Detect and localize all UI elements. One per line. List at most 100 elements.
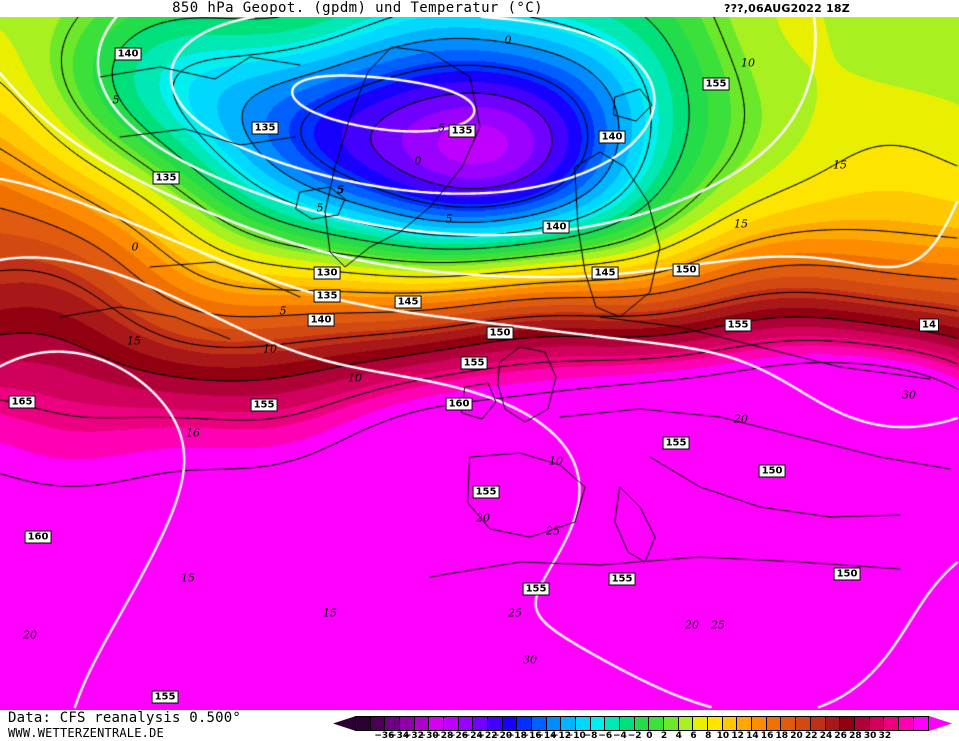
geopotential-contour-label: 140 <box>598 130 626 144</box>
weather-map[interactable]: 140 135 135 135 140 155 140 145 150 130 135 145 140 1… <box>0 17 959 710</box>
geopotential-contour-label: 140 <box>542 220 570 234</box>
colorbar-swatch <box>546 717 562 730</box>
colorbar-tick-label: −2 <box>627 731 642 741</box>
colorbar-tick-label: −22 <box>477 731 498 741</box>
colorbar-tick-label: 26 <box>834 731 847 741</box>
temperature-contour-label: 20 <box>476 511 490 525</box>
temperature-contour-label: 15 <box>734 217 748 231</box>
colorbar-tick-label: −30 <box>418 731 439 741</box>
colorbar-swatch <box>649 717 665 730</box>
temperature-contour-label: 5 <box>336 183 344 197</box>
colorbar-swatch <box>869 717 885 730</box>
data-source-credit: Data: CFS reanalysis 0.500° <box>8 710 241 726</box>
colorbar-swatch <box>766 717 782 730</box>
temperature-contour-label: 0 <box>504 33 512 47</box>
colorbar-tick-label: −6 <box>598 731 613 741</box>
colorbar-swatches <box>355 716 929 731</box>
geopotential-contour-label: 155 <box>472 485 500 499</box>
colorbar-tick-label: −16 <box>521 731 542 741</box>
colorbar-tick-label: 22 <box>804 731 818 741</box>
colorbar-tick-label: 2 <box>660 731 668 741</box>
colorbar-swatch <box>854 717 870 730</box>
colorbar-tick-label: 18 <box>775 731 789 741</box>
geopotential-contour-label: 135 <box>152 171 180 185</box>
temperature-contour-label: 30 <box>523 653 537 667</box>
temperature-contour-label: 10 <box>549 454 563 468</box>
geopotential-contour-label: 150 <box>486 326 514 340</box>
geopotential-contour-label: 130 <box>313 266 341 280</box>
colorbar-tick-label: −14 <box>536 731 557 741</box>
geopotential-contour-label: 140 <box>307 313 335 327</box>
geopotential-contour-label: 135 <box>251 121 279 135</box>
temperature-contour-label: 10 <box>741 56 755 70</box>
temperature-contour-label: 5 <box>112 93 120 107</box>
geopotential-contour-label: 165 <box>8 395 36 409</box>
colorbar-swatch <box>840 717 855 730</box>
colorbar-swatch <box>488 717 503 730</box>
colorbar-tick-label: −32 <box>403 731 424 741</box>
colorbar-tick-label: 24 <box>819 731 833 741</box>
colorbar-swatch <box>810 717 826 730</box>
geopotential-contour-label: 145 <box>394 295 422 309</box>
temperature-contour-label: 20 <box>685 618 699 632</box>
colorbar-swatch <box>590 717 606 730</box>
colorbar-tick-label: 10 <box>716 731 730 741</box>
colorbar-tick-label: −20 <box>492 731 513 741</box>
colorbar-swatch <box>429 717 445 730</box>
colorbar-swatch <box>898 717 914 730</box>
chart-header: 850 hPa Geopot. (gpdm) und Temperatur (°… <box>0 0 959 17</box>
temperature-contour-label: 15 <box>127 334 141 348</box>
temperature-contour-label: 0 <box>414 154 422 168</box>
colorbar-tick-label: −12 <box>551 731 572 741</box>
colorbar-swatch <box>620 717 635 730</box>
colorbar-tick-label: −10 <box>565 731 586 741</box>
geopotential-contour-label: 155 <box>460 356 488 370</box>
colorbar-tick-label: 12 <box>731 731 744 741</box>
temperature-contour-label: 25 <box>711 618 725 632</box>
colorbar-tick-label: −24 <box>462 731 483 741</box>
geopotential-contour-label: 150 <box>833 567 861 581</box>
geopotential-contour-label: 135 <box>313 289 341 303</box>
geopotential-contour-label: 155 <box>662 436 690 450</box>
colorbar-tick-label: 28 <box>849 731 862 741</box>
geopotential-contour-label: 155 <box>702 77 730 91</box>
website-credit: WWW.WETTERZENTRALE.DE <box>8 726 164 740</box>
colorbar-tick-label: 6 <box>690 731 697 741</box>
colorbar-swatch <box>825 717 841 730</box>
temperature-contour-label: 15 <box>323 606 337 620</box>
colorbar-tick-label: 0 <box>646 731 653 741</box>
temperature-contour-label: 15 <box>181 571 195 585</box>
colorbar-swatch <box>502 717 518 730</box>
geopotential-contour-label: 135 <box>448 124 476 138</box>
colorbar-tick-label: 20 <box>790 731 803 741</box>
colorbar-swatch <box>385 717 401 730</box>
colorbar-swatch <box>781 717 797 730</box>
colorbar-swatch <box>634 717 650 730</box>
colorbar-swatch <box>458 717 474 730</box>
colorbar-tick-label: 14 <box>746 731 759 741</box>
temperature-contour-label: 5 <box>316 201 324 215</box>
temperature-contour-label: 15 <box>833 158 847 172</box>
geopotential-contour-label: 140 <box>114 47 142 61</box>
geopotential-contour-label: 160 <box>445 397 473 411</box>
temperature-contour-label: 25 <box>546 524 560 538</box>
colorbar-tick-label: 4 <box>675 731 682 741</box>
colorbar-tick-label: 8 <box>705 731 712 741</box>
temperature-contour-label: 16 <box>186 426 200 440</box>
geopotential-contour-label: 14 <box>919 318 939 332</box>
colorbar-swatch <box>517 717 533 730</box>
temperature-contour-label: 10 <box>263 342 277 356</box>
colorbar-tick-label: 30 <box>863 731 877 741</box>
colorbar-under-arrow <box>333 716 356 731</box>
colorbar-swatch <box>576 717 591 730</box>
temperature-contour-label: 30 <box>902 388 916 402</box>
temperature-contour-label: 5 <box>279 304 287 318</box>
temperature-contour-label: 5 <box>445 212 453 226</box>
colorbar-swatch <box>605 717 621 730</box>
geopotential-contour-label: 155 <box>522 582 550 596</box>
run-timestamp: ???,06AUG2022 18Z <box>724 2 850 15</box>
colorbar-swatch <box>708 717 723 730</box>
page-title: 850 hPa Geopot. (gpdm) und Temperatur (°… <box>172 0 543 16</box>
colorbar-tick-label: −28 <box>433 731 454 741</box>
geopotential-contour-label: 155 <box>608 572 636 586</box>
